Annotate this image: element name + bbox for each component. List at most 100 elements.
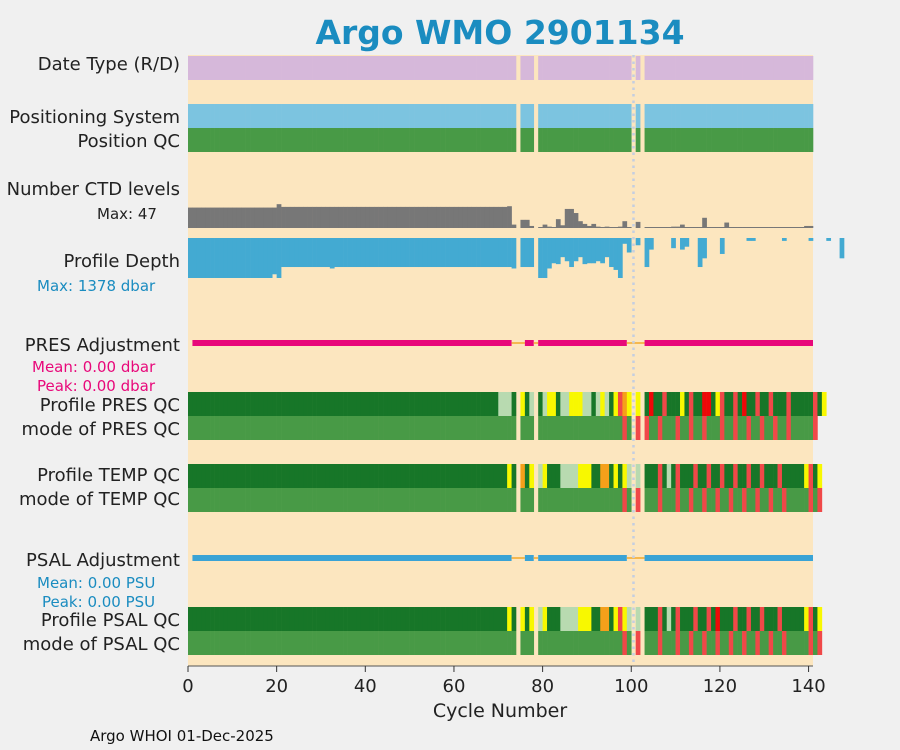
position-qc-cell — [192, 128, 198, 152]
ctd-levels-bar — [210, 207, 215, 228]
row-label-psal-adjustment: PSAL Adjustment — [26, 550, 180, 571]
mode-temp-qc-cell — [542, 488, 548, 512]
positioning-system-cell — [445, 104, 450, 128]
profile-temp-qc-cell — [768, 464, 774, 488]
ctd-levels-bar — [449, 206, 455, 228]
ctd-levels-bar — [702, 217, 707, 228]
mode-temp-qc-cell — [245, 488, 251, 512]
ctd-levels-bar — [484, 206, 490, 228]
mode-pres-qc-cell — [715, 416, 721, 440]
positioning-system-cell — [617, 104, 623, 128]
profile-pres-qc-cell — [799, 392, 805, 416]
position-qc-cell — [467, 128, 472, 152]
position-qc-cell — [635, 128, 641, 152]
mode-pres-qc-cell — [312, 416, 317, 440]
profile-depth-bar — [591, 238, 597, 264]
position-qc-cell — [706, 128, 712, 152]
position-qc-cell — [414, 128, 419, 152]
positioning-system-cell — [192, 104, 198, 128]
profile-pres-qc-cell — [267, 392, 273, 416]
row-label-mode-psal-qc: mode of PSAL QC — [23, 634, 180, 655]
profile-temp-qc-cell — [511, 464, 517, 488]
profile-temp-qc-cell — [547, 464, 552, 488]
positioning-system-cell — [334, 104, 340, 128]
profile-pres-qc-cell — [436, 392, 441, 416]
profile-pres-qc-cell — [538, 392, 543, 416]
position-qc-cell — [702, 128, 707, 152]
profile-depth-bar — [609, 238, 614, 268]
positioning-system-cell — [196, 104, 202, 128]
position-qc-cell — [312, 128, 317, 152]
mode-psal-qc-cell — [431, 631, 437, 655]
positioning-system-cell — [547, 104, 552, 128]
profile-psal-qc-cell — [471, 607, 477, 631]
profile-depth-bar — [414, 238, 419, 268]
positioning-system-cell — [188, 104, 193, 128]
position-qc-cell — [436, 128, 441, 152]
mode-temp-qc-cell — [445, 488, 450, 512]
profile-depth-bar — [839, 238, 845, 259]
mode-temp-qc-cell — [520, 488, 526, 512]
ctd-levels-bar — [316, 206, 322, 228]
profile-temp-qc-cell — [205, 464, 211, 488]
positioning-system-cell — [653, 104, 659, 128]
profile-psal-qc-cell — [719, 607, 725, 631]
ctd-levels-bar — [529, 225, 535, 228]
ctd-levels-bar — [613, 227, 619, 228]
ctd-levels-bar — [298, 206, 304, 228]
profile-temp-qc-cell — [188, 464, 193, 488]
date-type-cell — [360, 56, 366, 80]
ctd-levels-bar — [338, 206, 344, 228]
mode-temp-qc-cell — [210, 488, 215, 512]
ctd-levels-bar — [409, 206, 415, 228]
mode-temp-qc-cell — [662, 488, 668, 512]
profile-psal-qc-cell — [706, 607, 712, 631]
ctd-levels-bar — [250, 207, 255, 228]
positioning-system-cell — [507, 104, 512, 128]
profile-depth-bar — [356, 238, 362, 268]
position-qc-cell — [578, 128, 583, 152]
profile-psal-qc-cell — [369, 607, 375, 631]
mode-pres-qc-cell — [733, 416, 738, 440]
profile-psal-qc-cell — [254, 607, 260, 631]
profile-pres-qc-cell — [427, 392, 433, 416]
mode-pres-qc-cell — [400, 416, 406, 440]
mode-psal-qc-cell — [542, 631, 548, 655]
profile-temp-qc-cell — [210, 464, 215, 488]
mode-pres-qc-cell — [746, 416, 752, 440]
mode-pres-qc-cell — [303, 416, 308, 440]
positioning-system-cell — [272, 104, 277, 128]
date-type-cell — [666, 56, 672, 80]
positioning-system-cell — [307, 104, 313, 128]
profile-temp-qc-cell — [688, 464, 694, 488]
mode-psal-qc-cell — [750, 631, 756, 655]
date-type-cell — [671, 56, 676, 80]
mode-psal-qc-cell — [560, 631, 566, 655]
mode-pres-qc-cell — [578, 416, 583, 440]
mode-psal-qc-cell — [360, 631, 366, 655]
mode-pres-qc-cell — [737, 416, 743, 440]
ctd-levels-bar — [764, 227, 769, 228]
profile-temp-qc-cell — [232, 464, 238, 488]
profile-temp-qc-cell — [604, 464, 610, 488]
mode-psal-qc-cell — [356, 631, 362, 655]
date-type-cell — [622, 56, 628, 80]
profile-pres-qc-cell — [746, 392, 752, 416]
ctd-levels-bar — [405, 206, 410, 228]
position-qc-cell — [205, 128, 211, 152]
profile-psal-qc-cell — [715, 607, 721, 631]
positioning-system-cell — [427, 104, 433, 128]
positioning-system-cell — [768, 104, 774, 128]
profile-psal-qc-cell — [245, 607, 251, 631]
mode-temp-qc-cell — [693, 488, 699, 512]
mode-psal-qc-cell — [196, 631, 202, 655]
mode-temp-qc-cell — [578, 488, 583, 512]
position-qc-cell — [560, 128, 566, 152]
positioning-system-cell — [604, 104, 610, 128]
profile-psal-qc-cell — [768, 607, 774, 631]
ctd-levels-bar — [422, 206, 428, 228]
mode-pres-qc-cell — [564, 416, 570, 440]
profile-psal-qc-cell — [383, 607, 388, 631]
profile-psal-qc-cell — [356, 607, 362, 631]
profile-depth-bar — [826, 238, 832, 241]
